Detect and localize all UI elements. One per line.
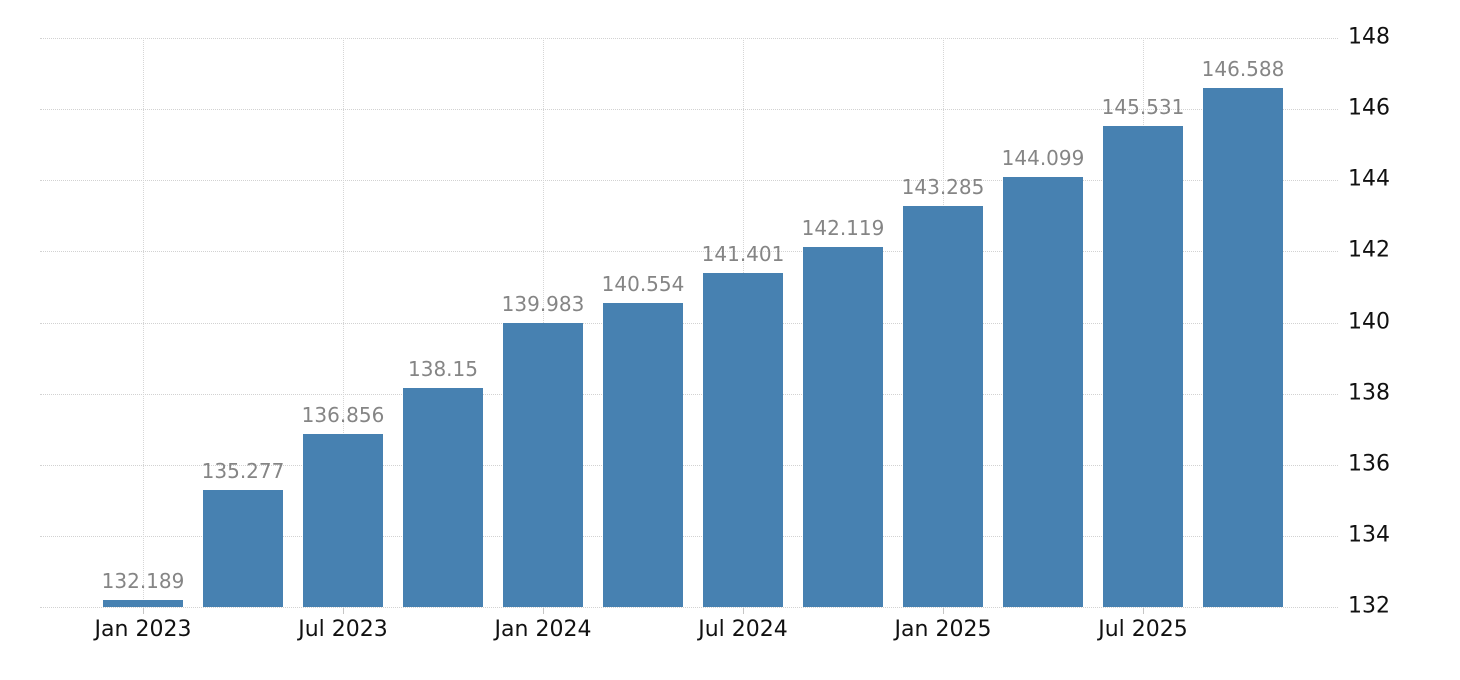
bar[interactable] [1203,88,1283,607]
bar-value-label: 143.285 [901,174,985,199]
y-axis-tick-label: 144 [1348,166,1390,192]
bar-value-label: 138.15 [408,357,478,382]
x-axis-tick-label: Jan 2024 [494,617,592,642]
bar-value-label: 142.119 [801,216,885,241]
horizontal-gridline [40,607,1338,608]
y-axis-tick-label: 138 [1348,380,1390,406]
horizontal-gridline [40,393,1338,395]
x-axis-tick [743,608,744,614]
horizontal-gridline [40,38,1338,39]
y-axis-tick-label: 136 [1348,451,1390,477]
y-axis-tick-label: 142 [1348,237,1390,263]
vertical-gridline [343,38,344,607]
vertical-gridline [143,38,144,607]
y-axis-tick-label: 134 [1348,522,1390,548]
bar[interactable] [1103,125,1183,607]
bar[interactable] [303,434,383,607]
horizontal-gridline [40,180,1338,182]
bar-value-label: 141.401 [701,241,785,266]
y-axis-tick-label: 146 [1348,95,1390,121]
bar[interactable] [703,272,783,607]
x-axis-tick-label: Jan 2025 [894,617,992,642]
horizontal-gridline [40,109,1338,111]
bar[interactable] [603,302,683,607]
bar[interactable] [803,247,883,607]
bar[interactable] [1003,176,1083,607]
horizontal-gridline [40,251,1338,253]
horizontal-gridline [40,535,1338,537]
bar-value-label: 140.554 [601,271,685,296]
bar[interactable] [503,323,583,607]
x-axis-tick [1143,608,1144,614]
bar-value-label: 136.856 [301,403,385,428]
horizontal-gridline [40,322,1338,324]
bar[interactable] [403,388,483,607]
bar[interactable] [103,600,183,607]
x-axis-tick-label: Jul 2024 [698,617,788,642]
x-axis-tick [343,608,344,614]
bar-value-label: 132.189 [101,569,185,594]
x-axis-tick-label: Jul 2025 [1098,617,1188,642]
x-axis-tick [143,608,144,614]
bar-value-label: 145.531 [1101,94,1185,119]
vertical-gridline [543,38,544,607]
bar-value-label: 139.983 [501,292,585,317]
bar-value-label: 135.277 [201,459,285,484]
x-axis-tick-label: Jul 2023 [298,617,388,642]
bar[interactable] [203,490,283,607]
y-axis-tick-label: 140 [1348,308,1390,334]
y-axis-tick-label: 132 [1348,593,1390,619]
bar-value-label: 146.588 [1201,57,1285,82]
bar-value-label: 144.099 [1001,145,1085,170]
horizontal-gridline [40,464,1338,466]
bar[interactable] [903,205,983,607]
x-axis-tick [543,608,544,614]
x-axis-tick [943,608,944,614]
x-axis-tick-label: Jan 2023 [94,617,192,642]
y-axis-tick-label: 148 [1348,24,1390,50]
